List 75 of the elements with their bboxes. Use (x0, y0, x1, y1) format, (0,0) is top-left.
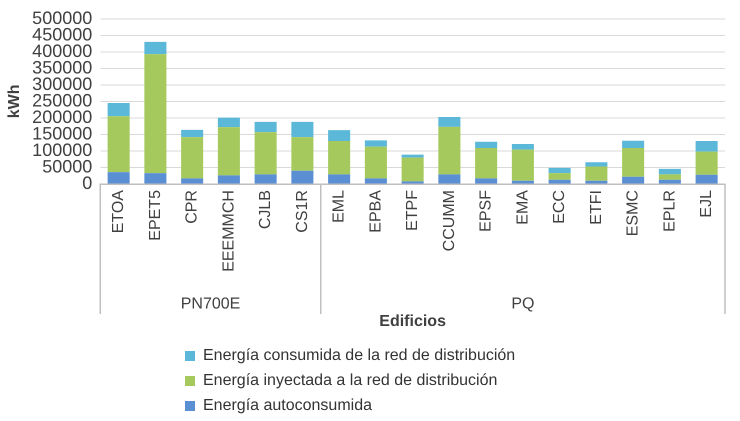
x-tick-label: EPSF (478, 190, 495, 232)
x-tick-label: ETOA (110, 190, 128, 234)
bar (622, 140, 644, 148)
bar (438, 116, 460, 127)
bar (218, 175, 240, 184)
x-tick-label: EPLR (661, 190, 678, 232)
y-axis-title: kWh (6, 84, 24, 118)
bar (512, 144, 534, 150)
bar (696, 152, 718, 175)
bar (658, 168, 681, 174)
bar (402, 154, 424, 158)
bar (144, 42, 166, 54)
bar (291, 170, 314, 184)
x-tick-label: EEEMMCH (220, 190, 238, 272)
x-tick-label: ESMC (624, 190, 642, 236)
bar (144, 173, 166, 184)
x-tick-label: CCUMM (440, 190, 458, 252)
x-tick-label: EPET5 (146, 190, 164, 241)
x-tick-label: CS1R (294, 190, 311, 233)
bar (364, 140, 387, 147)
bar (364, 178, 387, 184)
x-tick-label: EML (330, 190, 348, 223)
bar (475, 178, 498, 184)
bar (548, 180, 571, 184)
bar (438, 174, 460, 184)
bar (622, 148, 644, 177)
bar (622, 176, 644, 184)
bar (144, 54, 166, 174)
bar (108, 172, 130, 184)
bar (438, 126, 460, 174)
bar (512, 180, 534, 184)
x-tick-label: ECC (551, 190, 568, 224)
x-tick-label: EMA (514, 190, 532, 225)
legend-label: Energía autoconsumida (203, 396, 372, 414)
bar (291, 122, 314, 138)
text: PN700E (180, 295, 240, 312)
bar (585, 180, 608, 184)
bar (548, 168, 571, 174)
bar (696, 174, 718, 184)
bar (181, 130, 204, 138)
x-tick-label: CPR (184, 190, 201, 224)
bar (328, 174, 350, 184)
bar (475, 148, 498, 178)
text: PQ (511, 295, 534, 312)
bar (181, 137, 204, 178)
bar (585, 162, 608, 167)
bar (548, 173, 571, 180)
bar (585, 166, 608, 181)
bar (475, 142, 498, 148)
bar (254, 132, 277, 174)
legend-label: Energía inyectada a la red de distribución (203, 372, 498, 390)
x-tick-label: CJLB (257, 190, 274, 230)
bar (402, 158, 424, 182)
x-tick-label: EPBA (367, 190, 384, 233)
bar (291, 137, 314, 171)
x-axis-title: Edificios (379, 312, 446, 330)
bar (658, 174, 681, 180)
bar (181, 178, 204, 184)
bar (108, 116, 130, 172)
bar (254, 174, 277, 184)
bar (696, 141, 718, 152)
x-tick-label: EJL (698, 190, 716, 218)
bar (218, 127, 240, 176)
bar (254, 122, 277, 132)
bar (328, 141, 350, 174)
legend-label: Energía consumida de la red de distribución (203, 346, 516, 364)
bar (402, 181, 424, 184)
bar (328, 130, 350, 142)
bar (512, 150, 534, 181)
bar (364, 146, 387, 178)
bar (218, 118, 240, 128)
x-tick-label: ETPF (404, 190, 422, 231)
bar (108, 103, 130, 116)
x-tick-label: ETFI (588, 190, 605, 225)
bar (658, 180, 681, 184)
